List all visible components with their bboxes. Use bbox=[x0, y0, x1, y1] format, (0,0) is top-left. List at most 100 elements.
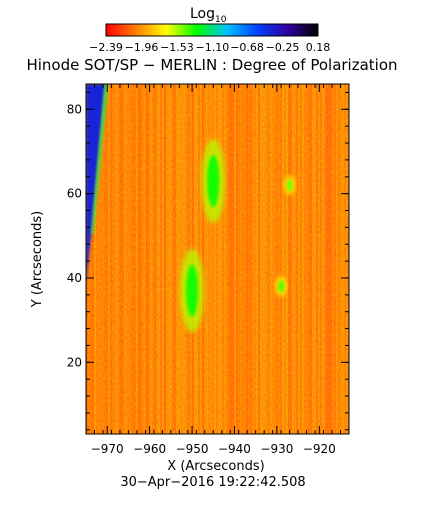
axes: −970 −960 −950 −940 −930 −920 20 40 60 80 bbox=[67, 84, 350, 456]
scan-stripe bbox=[334, 84, 336, 434]
scan-stripe bbox=[224, 84, 226, 434]
scan-stripe bbox=[162, 84, 164, 434]
scan-stripe bbox=[228, 84, 230, 434]
scan-stripe bbox=[338, 84, 340, 434]
scan-stripe bbox=[154, 84, 156, 434]
colorbar-label: Log10 bbox=[190, 6, 227, 25]
scan-stripe bbox=[138, 84, 140, 434]
colorbar bbox=[105, 23, 319, 37]
scan-stripe bbox=[282, 84, 284, 434]
scan-stripe bbox=[140, 84, 142, 434]
scan-stripe bbox=[90, 84, 92, 434]
plot-frame bbox=[85, 83, 350, 435]
scan-stripe bbox=[168, 84, 170, 434]
scan-stripe bbox=[108, 84, 110, 434]
scan-stripe bbox=[164, 84, 166, 434]
scan-stripe bbox=[122, 84, 124, 434]
scan-stripe bbox=[274, 84, 276, 434]
patch-core bbox=[286, 179, 293, 192]
scan-stripe bbox=[126, 84, 128, 434]
x-tick-label: −920 bbox=[303, 442, 336, 456]
scan-stripe bbox=[292, 84, 294, 434]
scan-stripe bbox=[92, 84, 94, 434]
scan-stripe bbox=[150, 84, 152, 434]
scan-stripe bbox=[112, 84, 114, 434]
scan-stripe bbox=[314, 84, 316, 434]
scan-stripe bbox=[96, 84, 98, 434]
colorbar-tick-label: −1.10 bbox=[196, 41, 230, 54]
x-tick-label: −960 bbox=[133, 442, 166, 456]
scan-stripe bbox=[320, 84, 322, 434]
scan-stripe bbox=[346, 84, 348, 434]
scan-stripe bbox=[218, 84, 220, 434]
scan-stripe bbox=[316, 84, 318, 434]
scan-stripe bbox=[248, 84, 250, 434]
scan-stripe bbox=[146, 84, 148, 434]
scan-stripe bbox=[270, 84, 272, 434]
scan-stripe bbox=[98, 84, 100, 434]
scan-stripe bbox=[256, 84, 258, 434]
scan-stripe bbox=[326, 84, 328, 434]
scan-stripe bbox=[232, 84, 234, 434]
scan-stripe bbox=[202, 84, 204, 434]
timestamp: 30−Apr−2016 19:22:42.508 bbox=[120, 475, 305, 490]
scan-stripe bbox=[114, 84, 116, 434]
scan-stripe bbox=[182, 84, 184, 434]
x-tick-label: −970 bbox=[91, 442, 124, 456]
scan-stripe bbox=[262, 84, 264, 434]
scan-stripe bbox=[136, 84, 138, 434]
patch-core bbox=[207, 154, 220, 207]
scan-stripe bbox=[104, 84, 106, 434]
scan-stripe bbox=[278, 84, 280, 434]
limb-edge bbox=[91, 84, 108, 234]
x-axis-label: X (Arcseconds) bbox=[167, 459, 264, 474]
scan-stripe bbox=[258, 84, 260, 434]
scan-stripe bbox=[210, 84, 212, 434]
x-tick-label: −940 bbox=[218, 442, 251, 456]
heatmap-image bbox=[86, 84, 349, 434]
colorbar-tick-label: −1.53 bbox=[160, 41, 194, 54]
scan-stripe bbox=[288, 84, 290, 434]
scan-stripe bbox=[158, 84, 160, 434]
scan-stripe bbox=[128, 84, 130, 434]
scan-stripe bbox=[204, 84, 206, 434]
scan-stripe bbox=[298, 84, 300, 434]
scan-stripe bbox=[106, 84, 108, 434]
colorbar-tick-label: −0.25 bbox=[266, 41, 300, 54]
scan-stripe bbox=[94, 84, 96, 434]
y-axis-label: Y (Arcseconds) bbox=[30, 211, 45, 308]
scan-stripe bbox=[344, 84, 346, 434]
scan-stripe bbox=[142, 84, 144, 434]
scan-stripe bbox=[324, 84, 326, 434]
scan-stripe bbox=[176, 84, 178, 434]
scan-stripe bbox=[88, 84, 90, 434]
scan-stripe bbox=[238, 84, 240, 434]
colorbar-tick-label: 0.18 bbox=[306, 41, 331, 54]
scan-stripe bbox=[312, 84, 314, 434]
scan-stripe bbox=[340, 84, 342, 434]
scan-stripe bbox=[212, 84, 214, 434]
scan-stripe bbox=[246, 84, 248, 434]
scan-stripe bbox=[300, 84, 302, 434]
x-tick-label: −930 bbox=[260, 442, 293, 456]
scan-stripe bbox=[318, 84, 320, 434]
scan-stripe bbox=[100, 84, 102, 434]
scan-stripe bbox=[180, 84, 182, 434]
scan-stripe bbox=[308, 84, 310, 434]
scan-stripe bbox=[152, 84, 154, 434]
scan-stripe bbox=[306, 84, 308, 434]
scan-stripe bbox=[116, 84, 118, 434]
scan-stripe bbox=[286, 84, 288, 434]
scan-stripe bbox=[220, 84, 222, 434]
y-tick-label: 40 bbox=[67, 271, 82, 285]
scan-stripe bbox=[302, 84, 304, 434]
scan-stripe bbox=[252, 84, 254, 434]
scan-stripe bbox=[160, 84, 162, 434]
scan-stripe bbox=[178, 84, 180, 434]
colorbar-tick-label: −1.96 bbox=[125, 41, 159, 54]
scan-stripe bbox=[230, 84, 232, 434]
scan-stripe bbox=[200, 84, 202, 434]
patch-core bbox=[186, 264, 199, 317]
scan-stripe bbox=[294, 84, 296, 434]
